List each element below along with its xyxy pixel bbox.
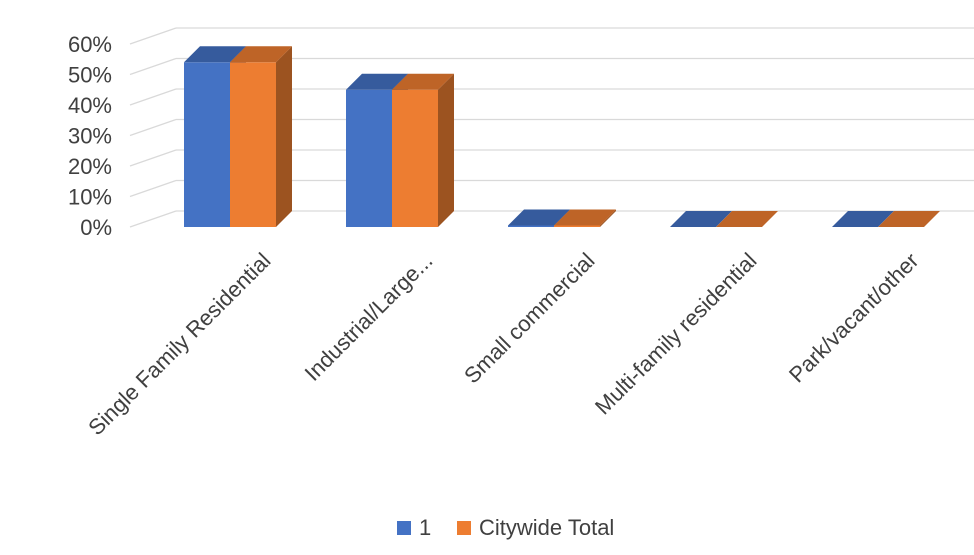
bar-top-face bbox=[832, 211, 894, 227]
y-tick-label: 30% bbox=[68, 124, 112, 149]
bar-front-face bbox=[230, 62, 276, 227]
x-category-label: Multi-family residential bbox=[590, 248, 762, 420]
bar-side-face bbox=[600, 209, 616, 227]
bar-top-face bbox=[392, 73, 454, 90]
bar bbox=[554, 209, 616, 227]
y-tick-label: 60% bbox=[68, 32, 112, 57]
bar-side-face bbox=[438, 73, 454, 227]
legend-label: 1 bbox=[419, 515, 431, 540]
y-tick-label: 20% bbox=[68, 154, 112, 179]
bars bbox=[184, 46, 940, 227]
bar-top-face bbox=[230, 46, 292, 63]
x-category-label: Single Family Residential bbox=[83, 248, 275, 440]
y-tick-label: 50% bbox=[68, 63, 112, 88]
y-axis-tick-labels: 0% 10% 20% 30% 40% 50% 60% bbox=[68, 32, 112, 240]
legend-label: Citywide Total bbox=[479, 515, 614, 540]
gridline-diagonal bbox=[129, 179, 177, 198]
x-category-label: Small commercial bbox=[459, 248, 599, 388]
bar bbox=[392, 73, 454, 227]
legend-swatch bbox=[397, 521, 411, 535]
gridlines bbox=[129, 27, 974, 228]
y-tick-label: 10% bbox=[68, 185, 112, 210]
x-category-label: Industrial/Large... bbox=[300, 248, 438, 386]
bar-top-face bbox=[508, 209, 570, 226]
bar-top-face bbox=[878, 211, 940, 227]
bar-front-face bbox=[184, 62, 230, 227]
bar bbox=[670, 211, 732, 227]
bar-front-face bbox=[346, 89, 392, 227]
bar-top-face bbox=[346, 73, 408, 90]
y-tick-label: 40% bbox=[68, 93, 112, 118]
bar bbox=[230, 46, 292, 227]
bar-side-face bbox=[276, 46, 292, 227]
gridline-diagonal bbox=[129, 149, 177, 167]
bar-front-face bbox=[508, 225, 554, 227]
gridline-diagonal bbox=[129, 118, 177, 137]
legend-swatch bbox=[457, 521, 471, 535]
bar-front-face bbox=[554, 225, 600, 227]
bar bbox=[832, 211, 894, 227]
bar-top-face bbox=[670, 211, 732, 227]
gridline-diagonal bbox=[129, 57, 177, 76]
bar-front-face bbox=[392, 89, 438, 227]
gridline-diagonal bbox=[129, 210, 177, 228]
x-category-label: Park/vacant/other bbox=[784, 248, 924, 388]
gridline-diagonal bbox=[129, 88, 177, 106]
y-tick-label: 0% bbox=[80, 215, 112, 240]
x-axis-category-labels: Single Family Residential Industrial/Larg… bbox=[83, 248, 923, 440]
legend: 1 Citywide Total bbox=[397, 515, 614, 540]
gridline-diagonal bbox=[129, 27, 177, 45]
bar bbox=[716, 211, 778, 227]
bar-top-face bbox=[184, 46, 246, 63]
bar bbox=[878, 211, 940, 227]
bar-top-face bbox=[554, 209, 616, 226]
bar-top-face bbox=[716, 211, 778, 227]
